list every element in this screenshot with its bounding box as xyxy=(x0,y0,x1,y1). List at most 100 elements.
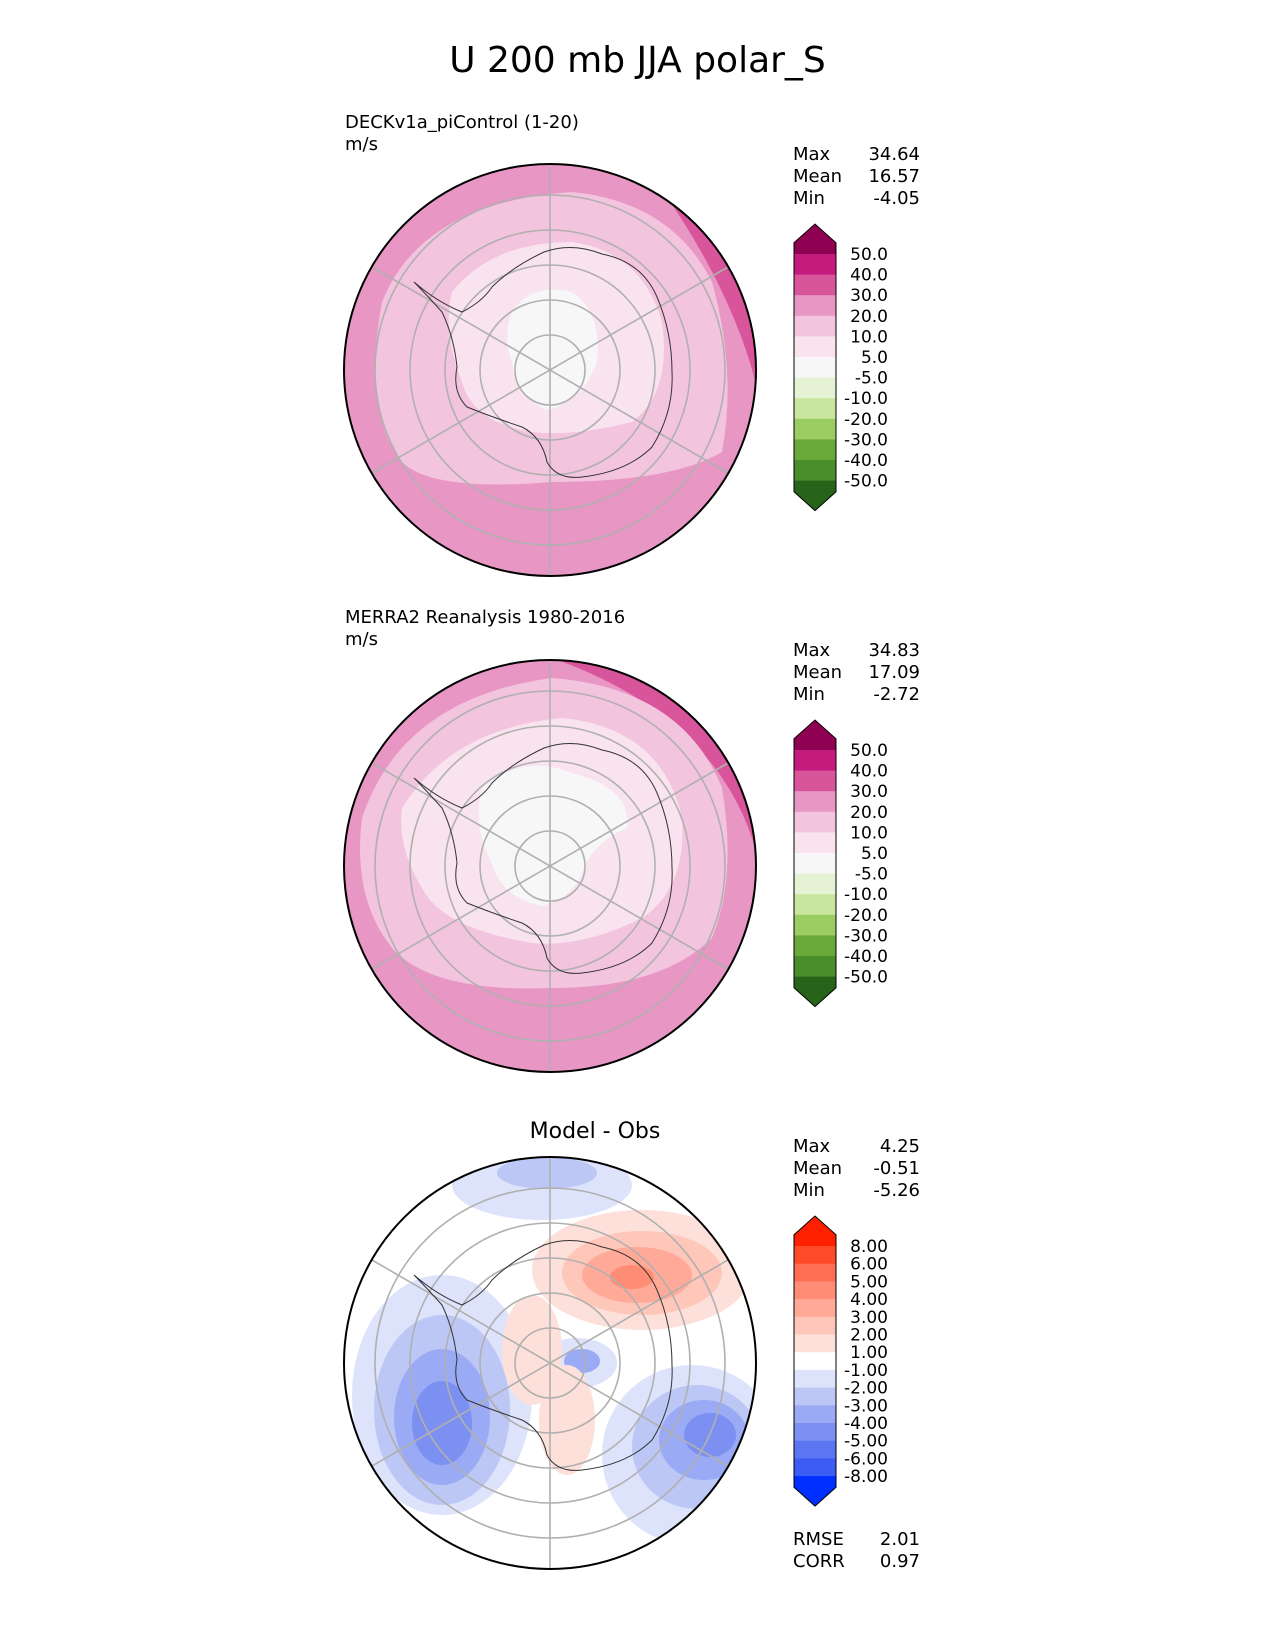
panel-2-name: MERRA2 Reanalysis 1980-2016 xyxy=(345,607,626,628)
contour-fill xyxy=(610,1265,654,1289)
colorbar-tick-label: 4.00 xyxy=(850,1290,888,1310)
graticule xyxy=(371,1157,729,1569)
colorbar-tick-label: -3.00 xyxy=(844,1396,888,1416)
colorbar-tick-label: 2.00 xyxy=(850,1326,888,1346)
antarctica-coastline xyxy=(413,743,673,974)
colorbar-tick-label: 5.0 xyxy=(861,844,888,864)
stat-label: Min xyxy=(793,188,825,209)
contour-fill xyxy=(412,1381,472,1465)
colorbar-tick-label: 5.0 xyxy=(861,348,888,368)
colorbar-model: 50.040.030.020.010.05.0-5.0-10.0-20.0-30… xyxy=(793,223,888,512)
stat-label: Max xyxy=(793,144,831,165)
colorbar-tick-label: -30.0 xyxy=(844,926,888,946)
colorbar-segment xyxy=(794,956,836,978)
stat-value: 16.57 xyxy=(868,166,920,187)
colorbar-segment xyxy=(794,418,836,440)
colorbar-segment xyxy=(794,439,836,461)
colorbar-extend-top xyxy=(794,1216,836,1246)
colorbar-tick-label: 8.00 xyxy=(850,1237,888,1257)
stat-value: 34.64 xyxy=(868,144,920,165)
colorbar-tick-label: -2.00 xyxy=(844,1379,888,1399)
contour-fill xyxy=(539,1365,595,1475)
stat-value: -0.51 xyxy=(873,1158,920,1179)
panel-2-stats: Max 34.83 Mean 17.09 Min -2.72 xyxy=(793,640,920,706)
colorbar-tick-label: 40.0 xyxy=(850,266,888,286)
panel-1-title: DECKv1a_piControl (1-20) m/s xyxy=(345,112,579,156)
stat-label: Min xyxy=(793,1180,825,1201)
colorbar-segment xyxy=(794,274,836,296)
colorbar-outline xyxy=(793,719,837,1008)
antarctica-coastline xyxy=(413,247,673,478)
colorbar-tick-label: -40.0 xyxy=(844,947,888,967)
stat-value: -5.26 xyxy=(873,1180,920,1201)
panel-2-title: MERRA2 Reanalysis 1980-2016 m/s xyxy=(345,607,625,651)
stat-value: 34.83 xyxy=(868,640,920,661)
graticule xyxy=(371,164,729,576)
colorbar-segment xyxy=(794,1423,836,1442)
colorbar-segment xyxy=(794,377,836,399)
colorbar-segment xyxy=(794,254,836,276)
stat-value: 4.25 xyxy=(879,1136,920,1157)
panel-1-stats: Max 34.64 Mean 16.57 Min -4.05 xyxy=(793,144,920,210)
map-border xyxy=(343,163,757,577)
colorbar-tick-label: 20.0 xyxy=(850,307,888,327)
colorbar-extend-bottom xyxy=(794,976,836,1007)
colorbar-tick-label: -30.0 xyxy=(844,430,888,450)
colorbar-extend-top xyxy=(794,224,836,254)
contour-fill xyxy=(497,1157,597,1189)
colorbar-segment xyxy=(794,1387,836,1406)
colorbar-segment xyxy=(794,832,836,854)
stat-label: Min xyxy=(793,684,825,705)
colorbar-segment xyxy=(794,873,836,895)
colorbar-segment xyxy=(794,811,836,833)
colorbar-tick-label: -1.00 xyxy=(844,1361,888,1381)
colorbar-segment xyxy=(794,935,836,957)
colorbar-segment xyxy=(794,1299,836,1318)
colorbar-segment xyxy=(794,1281,836,1300)
polar-map-model xyxy=(343,163,757,577)
panel-3-stats: Max 4.25 Mean -0.51 Min -5.26 xyxy=(793,1136,920,1202)
colorbar-diff: 8.006.005.004.003.002.001.00-1.00-2.00-3… xyxy=(793,1215,888,1507)
colorbar-segment xyxy=(794,853,836,875)
colorbar-tick-label: -10.0 xyxy=(844,389,888,409)
colorbar-segment xyxy=(794,1369,836,1389)
stat-label: Max xyxy=(793,1136,831,1157)
colorbar-tick-label: -50.0 xyxy=(844,472,888,492)
colorbar-tick-label: 6.00 xyxy=(850,1255,888,1275)
colorbar-extend-bottom xyxy=(794,1476,836,1507)
colorbar-tick-label: 40.0 xyxy=(850,762,888,782)
colorbar-segment xyxy=(794,398,836,420)
colorbar-segment xyxy=(794,1440,836,1459)
stat-label: Max xyxy=(793,640,831,661)
colorbar-tick-label: 20.0 xyxy=(850,803,888,823)
colorbar-tick-label: -6.00 xyxy=(844,1449,888,1469)
colorbar-tick-label: 10.0 xyxy=(850,823,888,843)
colorbar-segment xyxy=(794,1352,836,1371)
colorbar-segment xyxy=(794,315,836,337)
panel-1-name: DECKv1a_piControl (1-20) xyxy=(345,112,579,133)
colorbar-tick-label: 5.00 xyxy=(850,1272,888,1292)
stat-label: Mean xyxy=(793,1158,843,1179)
colorbar-tick-label: -5.00 xyxy=(844,1432,888,1452)
graticule xyxy=(371,660,729,1072)
colorbar-segment xyxy=(794,750,836,772)
metric-label: RMSE xyxy=(793,1529,844,1550)
colorbar-obs: 50.040.030.020.010.05.0-5.0-10.0-20.0-30… xyxy=(793,719,888,1008)
colorbar-segment xyxy=(794,1316,836,1335)
colorbar-segment xyxy=(794,914,836,936)
colorbar-segment xyxy=(794,791,836,813)
colorbar-tick-label: 50.0 xyxy=(850,741,888,761)
colorbar-segment xyxy=(794,770,836,792)
panel-3-title: Model - Obs xyxy=(529,1119,661,1144)
stat-value: -4.05 xyxy=(873,188,920,209)
colorbar-tick-label: -20.0 xyxy=(844,906,888,926)
colorbar-extend-top xyxy=(794,720,836,750)
colorbar-segment xyxy=(794,1334,836,1353)
stat-value: -2.72 xyxy=(873,684,920,705)
colorbar-tick-label: -4.00 xyxy=(844,1414,888,1434)
colorbar-tick-label: -10.0 xyxy=(844,885,888,905)
metric-label: CORR xyxy=(793,1551,845,1572)
colorbar-tick-label: 10.0 xyxy=(850,327,888,347)
colorbar-tick-label: -40.0 xyxy=(844,451,888,471)
colorbar-tick-label: -5.0 xyxy=(855,369,888,389)
